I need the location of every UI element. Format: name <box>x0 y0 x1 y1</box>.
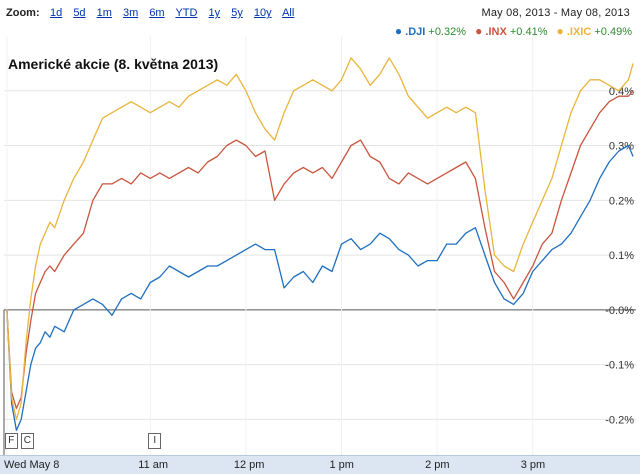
legend-change: +0.41% <box>509 26 548 38</box>
x-tick-label: 11 am <box>138 459 169 471</box>
zoom-3m-link[interactable]: 3m <box>122 7 139 19</box>
zoom-1y-link[interactable]: 1y <box>208 7 221 19</box>
zoom-5d-link[interactable]: 5d <box>73 7 86 19</box>
date-range: May 08, 2013 - May 08, 2013 <box>481 7 630 19</box>
legend-name: .DJI <box>405 26 426 38</box>
zoom-toolbar: Zoom: 1d 5d 1m 3m 6m YTD 1y 5y 10y All M… <box>0 0 640 22</box>
legend-change: +0.32% <box>428 26 467 38</box>
series-line-inx[interactable] <box>6 90 634 410</box>
zoom-5y-link[interactable]: 5y <box>231 7 243 19</box>
legend-dot-icon: ● <box>394 24 403 38</box>
legend-change: +0.49% <box>594 26 632 38</box>
zoom-ytd-link[interactable]: YTD <box>175 7 198 19</box>
chart-title: Americké akcie (8. května 2013) <box>8 56 219 72</box>
legend-dot-icon: ● <box>556 24 564 38</box>
legend-dot-icon: ● <box>475 24 483 38</box>
y-tick-label: 0.1% <box>609 250 634 262</box>
x-tick-label: 3 pm <box>520 459 546 471</box>
zoom-6m-link[interactable]: 6m <box>149 7 165 19</box>
y-tick-label: -0.0% <box>605 305 634 317</box>
x-tick-label: 12 pm <box>233 459 265 471</box>
zoom-all-link[interactable]: All <box>282 7 295 19</box>
zoom-options: 1d 5d 1m 3m 6m YTD 1y 5y 10y All <box>50 7 302 19</box>
event-marker-i[interactable]: I <box>148 433 162 449</box>
chart-plot-area[interactable]: 0.4%0.3%0.2%0.1%-0.0%-0.1%-0.2% <box>0 0 640 455</box>
x-axis-bar <box>0 455 640 474</box>
legend-item-inx[interactable]: ● .INX +0.41% <box>475 24 550 38</box>
series-line-dji[interactable] <box>6 144 634 432</box>
x-tick-label: 2 pm <box>425 459 450 471</box>
legend-item-dji[interactable]: ● .DJI +0.32% <box>394 24 469 38</box>
zoom-1d-link[interactable]: 1d <box>50 7 63 19</box>
chart-legend: ● .DJI +0.32% ● .INX +0.41% ● .IXIC +0.4… <box>389 24 632 38</box>
legend-name: .IXIC <box>566 26 592 38</box>
event-marker-f[interactable]: F <box>4 433 18 449</box>
y-tick-label: -0.1% <box>605 360 634 372</box>
legend-item-ixic[interactable]: ● .IXIC +0.49% <box>556 24 632 38</box>
y-tick-label: -0.2% <box>605 414 634 426</box>
series-line-ixic[interactable] <box>6 57 634 421</box>
y-tick-label: 0.2% <box>609 195 634 207</box>
x-tick-label: 1 pm <box>329 459 354 471</box>
zoom-label: Zoom: <box>6 7 40 19</box>
zoom-10y-link[interactable]: 10y <box>253 7 272 19</box>
x-tick-label: Wed May 8 <box>4 459 60 471</box>
event-marker-c[interactable]: C <box>20 433 34 449</box>
legend-name: .INX <box>485 26 507 38</box>
y-tick-label: 0.3% <box>609 141 634 153</box>
zoom-1m-link[interactable]: 1m <box>96 7 112 19</box>
